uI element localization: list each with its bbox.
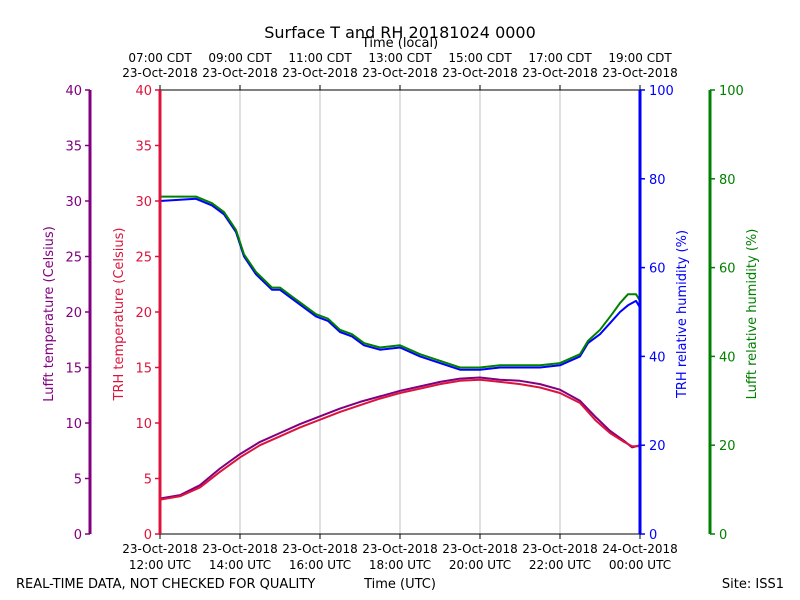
series-line-trh-temperature [159,378,640,501]
x-tick-label-time: 20:00 UTC [449,558,511,572]
y-axis-trh-rh: 0 20 40 60 80 100 TRH relative humidity (%) [638,84,690,543]
y-tick-label: 25 [65,251,82,266]
y-tick-label: 20 [719,439,736,454]
top-tick-label-date: 23-Oct-2018 [522,66,598,80]
y-axis-lufft-temp: 0 5 10 15 20 25 30 35 40 Lufft temperature (Celsi… [42,84,92,543]
y-axis-label: TRH temperature (Celsius) [112,228,127,402]
top-tick-label-date: 23-Oct-2018 [442,66,518,80]
y-tick-label: 40 [649,350,666,365]
y-tick-label: 35 [135,140,152,155]
y-tick-label: 0 [74,528,82,543]
chart-title: Surface T and RH 20181024 0000 [264,23,536,42]
x-tick-label-time: 18:00 UTC [369,558,431,572]
quality-note: REAL-TIME DATA, NOT CHECKED FOR QUALITY [16,577,315,592]
axes: 0 5 10 15 20 25 30 35 40 Lufft temperature (Celsi… [42,84,760,543]
top-tick-label-time: 09:00 CDT [208,51,272,65]
y-tick-label: 0 [719,528,727,543]
x-tick-label-date: 23-Oct-2018 [202,542,278,556]
y-tick-label: 100 [719,84,744,99]
y-tick-label: 40 [65,84,82,99]
top-tick-label-time: 13:00 CDT [368,51,432,65]
y-tick-label: 30 [135,195,152,210]
y-axis-label: Lufft relative humidity (%) [745,229,760,400]
x-axis-label: Time (UTC) [363,577,436,592]
y-tick-label: 60 [719,262,736,277]
y-tick-label: 0 [649,528,657,543]
x-tick-label-time: 16:00 UTC [289,558,351,572]
top-tick-label-date: 23-Oct-2018 [282,66,358,80]
y-tick-label: 15 [135,362,152,377]
x-tick-label-time: 14:00 UTC [209,558,271,572]
y-tick-label: 60 [649,262,666,277]
site-label: Site: ISS1 [722,577,784,592]
y-tick-label: 10 [65,417,82,432]
y-tick-label: 35 [65,140,82,155]
y-tick-label: 0 [144,528,152,543]
y-tick-label: 10 [135,417,152,432]
y-tick-label: 5 [144,473,152,488]
x-tick-label-time: 22:00 UTC [529,558,591,572]
x-tick-label-date: 23-Oct-2018 [282,542,358,556]
y-tick-label: 20 [135,306,152,321]
y-tick-label: 40 [135,84,152,99]
top-tick-label-date: 23-Oct-2018 [122,66,198,80]
series-line-lufft-temperature [159,376,641,500]
y-axis-label: Lufft temperature (Celsius) [42,226,57,402]
top-tick-label-time: 11:00 CDT [288,51,352,65]
y-axis-lufft-rh: 0 20 40 60 80 100 Lufft relative humidity (%) [708,84,760,543]
grid-lines [239,90,561,534]
top-axis-label: Time (local) [361,36,438,51]
y-tick-label: 30 [65,195,82,210]
y-tick-label: 15 [65,362,82,377]
top-tick-label-date: 23-Oct-2018 [202,66,278,80]
y-axis-label: TRH relative humidity (%) [675,230,690,399]
x-tick-label-date: 24-Oct-2018 [602,542,678,556]
x-tick-label-date: 23-Oct-2018 [522,542,598,556]
y-tick-label: 20 [649,439,666,454]
y-tick-label: 40 [719,350,736,365]
series-line-lufft-relative-humidity [160,195,641,369]
x-tick-label-date: 23-Oct-2018 [442,542,518,556]
top-tick-label-time: 17:00 CDT [528,51,592,65]
top-tick-label-date: 23-Oct-2018 [362,66,438,80]
y-axis-trh-temp: 0 5 10 15 20 25 30 35 40 TRH temperature (Celsius… [112,84,162,543]
x-tick-label-date: 23-Oct-2018 [122,542,198,556]
top-tick-label-time: 19:00 CDT [608,51,672,65]
x-tick-label-time: 12:00 UTC [129,558,191,572]
x-tick-label-time: 00:00 UTC [609,558,671,572]
y-tick-label: 20 [65,306,82,321]
y-tick-label: 80 [719,173,736,188]
top-tick-label-date: 23-Oct-2018 [602,66,678,80]
top-tick-label-time: 15:00 CDT [448,51,512,65]
top-tick-label-time: 07:00 CDT [128,51,192,65]
y-tick-label: 5 [74,473,82,488]
y-tick-label: 80 [649,173,666,188]
y-tick-label: 25 [135,251,152,266]
x-tick-label-date: 23-Oct-2018 [362,542,438,556]
series-lines [159,195,641,501]
y-tick-label: 100 [649,84,674,99]
